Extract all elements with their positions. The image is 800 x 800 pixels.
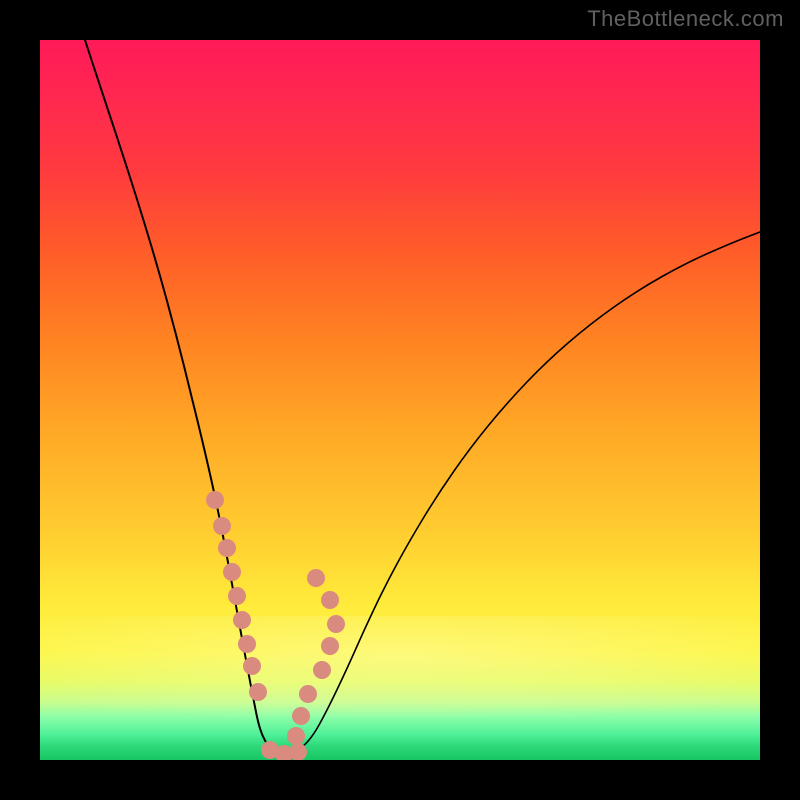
marker-dot (249, 683, 267, 701)
marker-dot (299, 685, 317, 703)
marker-dot (327, 615, 345, 633)
marker-dot (321, 591, 339, 609)
marker-dot (218, 539, 236, 557)
marker-dot (238, 635, 256, 653)
marker-dot (313, 661, 331, 679)
curve-overlay (40, 40, 760, 760)
marker-dot (292, 707, 310, 725)
plot-area (40, 40, 760, 760)
marker-dot (321, 637, 339, 655)
marker-dot (307, 569, 325, 587)
data-markers (206, 491, 345, 760)
marker-dot (206, 491, 224, 509)
marker-dot (287, 727, 305, 745)
marker-dot (228, 587, 246, 605)
watermark-text: TheBottleneck.com (587, 6, 784, 32)
marker-dot (213, 517, 231, 535)
marker-dot (223, 563, 241, 581)
marker-dot (243, 657, 261, 675)
right-curve (284, 232, 760, 754)
marker-dot (233, 611, 251, 629)
